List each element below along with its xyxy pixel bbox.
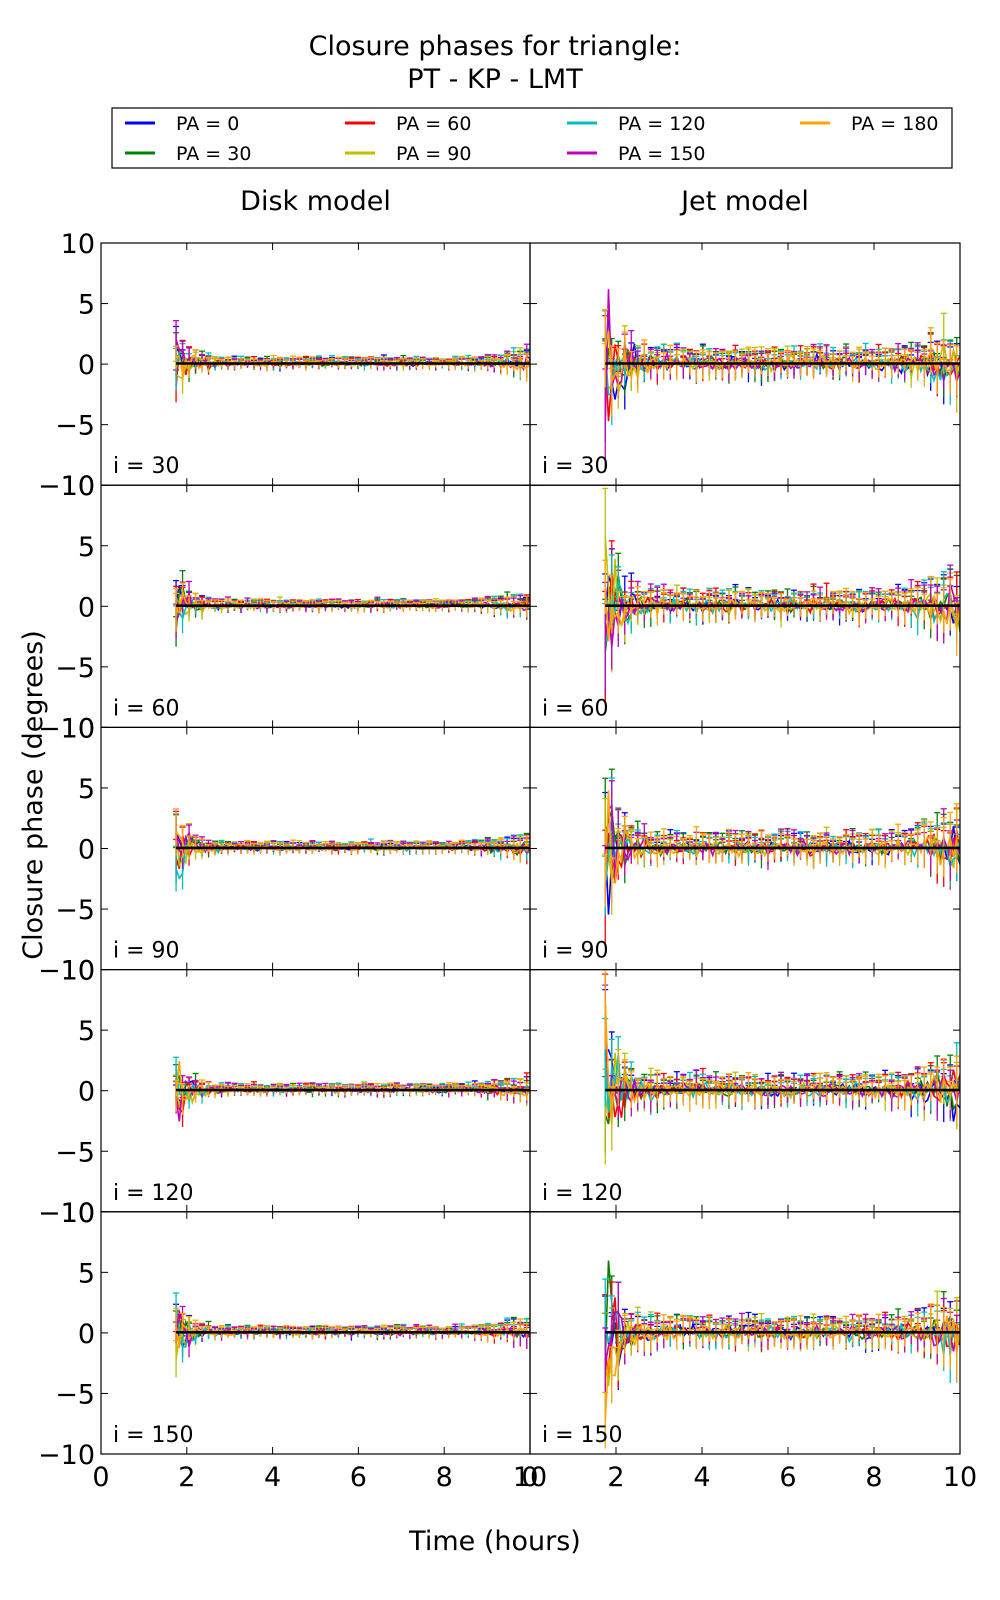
column-title: Jet model bbox=[679, 186, 809, 217]
y-tick-label: 10 bbox=[61, 229, 95, 260]
panel: i = 90 bbox=[529, 726, 961, 971]
legend-label: PA = 0 bbox=[176, 113, 239, 135]
legend-label: PA = 90 bbox=[396, 143, 471, 165]
legend: PA = 0 PA = 30 PA = 60 PA = 90 PA = 120 PA = … bbox=[111, 107, 953, 169]
inclination-label: i = 60 bbox=[542, 696, 609, 721]
panel: i = 30 −10 −5 0 5 10 bbox=[38, 229, 531, 502]
legend-label: PA = 30 bbox=[176, 143, 251, 165]
figure-title-line1: Closure phases for triangle: bbox=[309, 31, 682, 62]
series-line bbox=[175, 584, 530, 632]
column-title: Disk model bbox=[240, 186, 391, 217]
series-trace bbox=[173, 340, 530, 403]
panel-data bbox=[602, 487, 960, 704]
y-tick-label: 5 bbox=[78, 532, 95, 563]
y-tick-label: −10 bbox=[38, 713, 95, 744]
legend-label: PA = 180 bbox=[851, 113, 939, 135]
legend-box bbox=[111, 107, 953, 169]
panel: i = 60 −10 −5 0 5 10 bbox=[38, 471, 531, 744]
legend-label: PA = 60 bbox=[396, 113, 471, 135]
series-line bbox=[604, 810, 960, 866]
series-trace bbox=[173, 347, 530, 395]
y-tick-label: −10 bbox=[38, 471, 95, 502]
figure-title-line2: PT - KP - LMT bbox=[407, 64, 583, 95]
series-trace bbox=[602, 289, 960, 472]
y-tick-label: 0 bbox=[78, 835, 95, 866]
series-line bbox=[175, 349, 530, 387]
inclination-label: i = 90 bbox=[113, 939, 180, 964]
y-tick-label: −10 bbox=[38, 956, 95, 987]
panel: i = 90 −10 −5 0 5 10 bbox=[38, 713, 531, 987]
y-tick-label: 10 bbox=[61, 713, 95, 744]
inclination-label: i = 60 bbox=[113, 696, 180, 721]
series-trace bbox=[602, 564, 960, 695]
panel: i = 60 bbox=[529, 484, 961, 729]
y-tick-label: 5 bbox=[78, 774, 95, 805]
y-tick-label: −5 bbox=[55, 653, 95, 684]
panel-data bbox=[602, 289, 960, 472]
inclination-label: i = 30 bbox=[113, 454, 180, 479]
inclination-label: i = 30 bbox=[542, 454, 609, 479]
series-line bbox=[604, 586, 960, 642]
y-tick-label: 10 bbox=[61, 471, 95, 502]
panel-data bbox=[602, 768, 960, 947]
y-tick-label: 0 bbox=[78, 592, 95, 623]
series-trace bbox=[602, 487, 960, 673]
y-tick-label: −5 bbox=[55, 895, 95, 926]
y-tick-label: −5 bbox=[55, 411, 95, 442]
legend-label: PA = 150 bbox=[618, 143, 706, 165]
y-tick-label: 5 bbox=[78, 290, 95, 321]
y-tick-label: 0 bbox=[78, 350, 95, 381]
inclination-label: i = 90 bbox=[542, 939, 609, 964]
panel-data bbox=[173, 570, 530, 647]
series-trace bbox=[602, 552, 960, 704]
column-titles: Disk model Jet model bbox=[240, 186, 809, 217]
series-trace bbox=[173, 325, 530, 378]
panel: i = 30 bbox=[529, 242, 961, 486]
panel-data bbox=[173, 1056, 530, 1127]
panel-data bbox=[173, 808, 530, 892]
legend-label: PA = 120 bbox=[618, 113, 706, 135]
panel-data bbox=[173, 320, 530, 403]
series-trace bbox=[602, 768, 960, 888]
series-trace bbox=[173, 810, 530, 869]
